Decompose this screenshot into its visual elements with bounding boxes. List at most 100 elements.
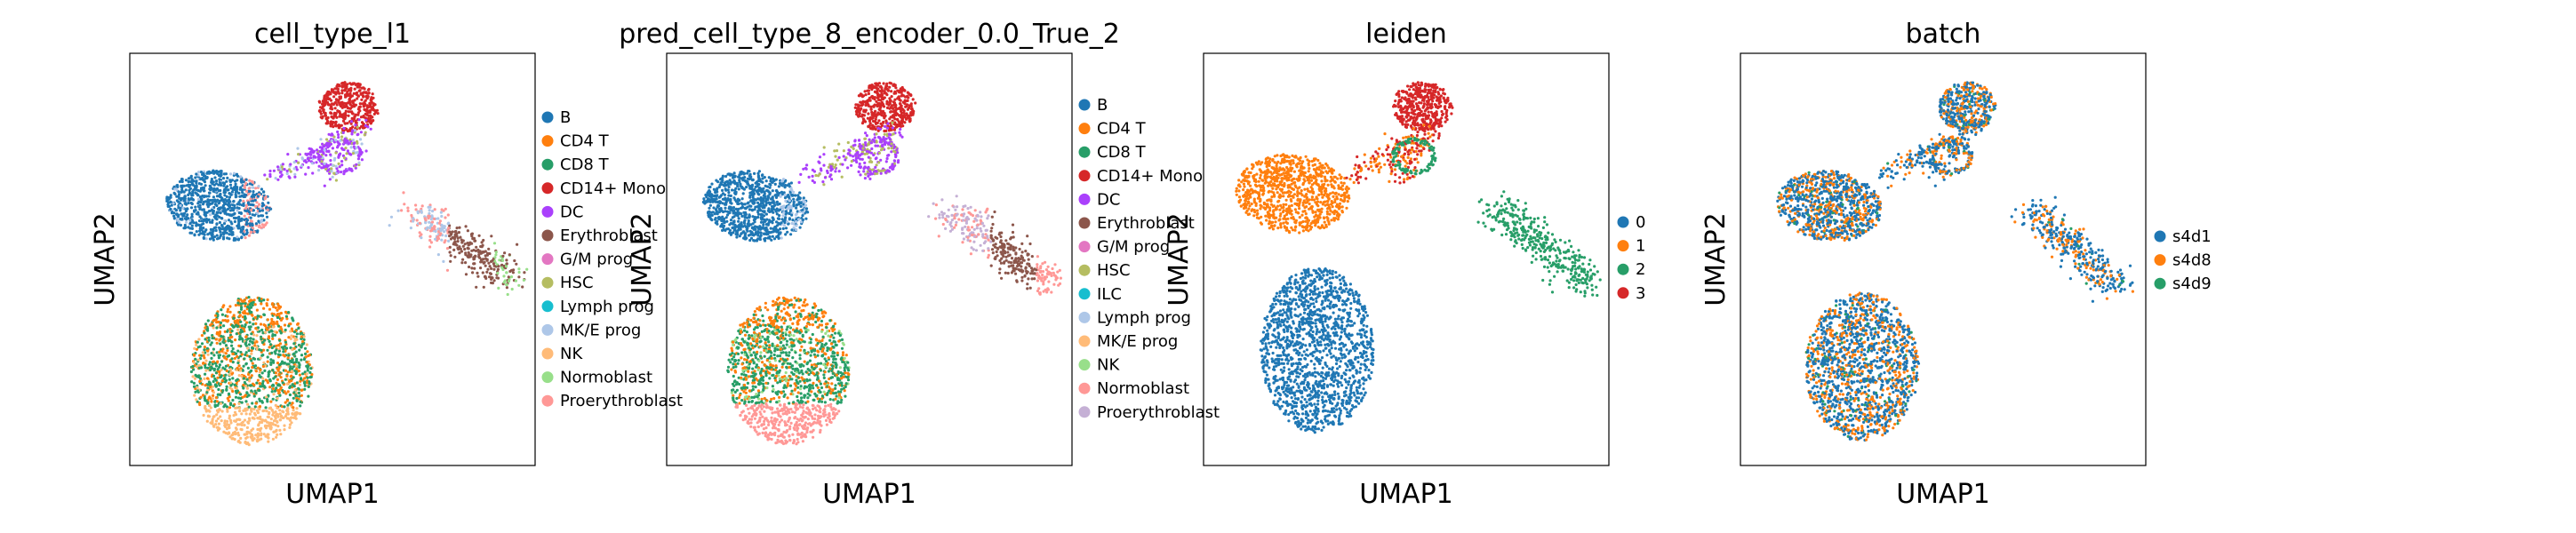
scatter-point <box>200 197 204 201</box>
scatter-point <box>203 348 206 352</box>
scatter-point <box>329 99 333 102</box>
scatter-point <box>224 228 228 232</box>
scatter-point <box>256 229 260 233</box>
scatter-point <box>299 332 302 336</box>
scatter-point <box>473 266 476 270</box>
scatter-point <box>351 152 355 155</box>
scatter-point <box>213 200 217 203</box>
scatter-point <box>240 219 244 222</box>
scatter-point <box>342 104 346 107</box>
scatter-point <box>209 383 212 386</box>
scatter-point <box>324 99 328 102</box>
scatter-point <box>244 351 248 354</box>
scatter-point <box>236 301 240 305</box>
scatter-point <box>339 101 342 105</box>
scatter-point <box>256 378 260 382</box>
scatter-point <box>186 207 189 211</box>
scatter-point <box>197 200 201 203</box>
scatter-point <box>259 415 262 418</box>
scatter-point <box>206 199 210 203</box>
scatter-point <box>481 271 484 274</box>
scatter-point <box>256 326 260 330</box>
scatter-point <box>792 203 796 206</box>
scatter-point <box>842 149 846 153</box>
scatter-point <box>746 229 749 233</box>
scatter-point <box>497 286 500 290</box>
scatter-point <box>246 201 251 204</box>
scatter-point <box>265 326 268 330</box>
scatter-point <box>904 117 908 121</box>
scatter-point <box>284 392 288 395</box>
scatter-point <box>344 147 348 150</box>
scatter-point <box>292 406 295 410</box>
scatter-point <box>292 365 295 369</box>
scatter-point <box>355 163 358 166</box>
scatter-point <box>297 326 300 330</box>
scatter-point <box>266 415 269 418</box>
scatter-point <box>243 357 246 361</box>
scatter-point <box>770 177 773 180</box>
scatter-point <box>198 402 202 407</box>
scatter-point <box>212 367 216 370</box>
scatter-point <box>183 217 187 220</box>
scatter-point <box>740 197 744 201</box>
scatter-point <box>463 243 467 246</box>
scatter-point <box>182 190 186 194</box>
scatter-point <box>513 259 516 263</box>
panel-title: cell_type_l1 <box>254 19 411 50</box>
scatter-point <box>306 369 309 372</box>
scatter-point <box>804 167 808 171</box>
scatter-point <box>184 210 188 213</box>
scatter-point <box>732 176 735 179</box>
scatter-point <box>239 307 244 311</box>
scatter-point <box>263 424 268 427</box>
scatter-point <box>890 90 893 93</box>
scatter-point <box>235 386 238 390</box>
scatter-point <box>415 219 419 222</box>
scatter-point <box>227 201 230 204</box>
scatter-point <box>343 141 347 145</box>
scatter-point <box>188 221 192 226</box>
scatter-point <box>250 389 253 393</box>
scatter-point <box>328 178 332 181</box>
scatter-point <box>307 159 311 163</box>
scatter-point <box>244 181 248 186</box>
scatter-point <box>466 229 470 233</box>
scatter-point <box>348 107 352 110</box>
scatter-point <box>271 437 275 441</box>
scatter-point <box>290 421 293 425</box>
scatter-point <box>211 219 214 222</box>
scatter-point <box>196 212 200 216</box>
scatter-point <box>775 220 779 224</box>
scatter-point <box>424 219 428 222</box>
scatter-point <box>266 318 269 322</box>
scatter-point <box>795 224 798 227</box>
scatter-point <box>789 209 793 212</box>
scatter-point <box>229 421 233 425</box>
scatter-point <box>219 326 222 330</box>
scatter-point <box>218 330 221 335</box>
scatter-point <box>206 319 210 322</box>
scatter-point <box>239 393 243 396</box>
scatter-point <box>494 251 498 254</box>
scatter-point <box>210 365 213 369</box>
scatter-point <box>172 214 176 218</box>
scatter-point <box>490 266 493 270</box>
scatter-point <box>748 208 752 211</box>
scatter-point <box>230 190 234 194</box>
scatter-point <box>275 419 278 423</box>
scatter-point <box>237 374 241 378</box>
scatter-point <box>286 390 290 394</box>
scatter-point <box>341 131 345 134</box>
scatter-point <box>214 364 219 368</box>
scatter-point <box>228 195 232 199</box>
scatter-point <box>300 346 303 349</box>
scatter-point <box>784 210 788 213</box>
scatter-point <box>253 315 257 319</box>
scatter-point <box>363 100 366 104</box>
scatter-point <box>771 189 774 193</box>
scatter-point <box>507 279 511 283</box>
scatter-point <box>505 262 508 266</box>
scatter-point <box>210 233 213 237</box>
scatter-point <box>360 158 364 162</box>
